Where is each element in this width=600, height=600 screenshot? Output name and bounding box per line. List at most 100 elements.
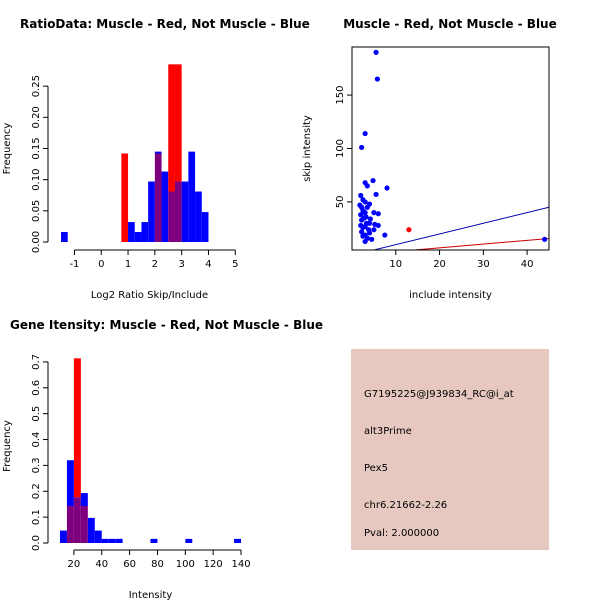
- bar-not-muscle: [185, 538, 193, 543]
- bar-not-muscle: [154, 151, 162, 154]
- bar-muscle: [174, 64, 182, 182]
- point-not-muscle: [542, 236, 548, 242]
- y-tick-label: 0.15: [31, 137, 42, 159]
- bar-muscle: [168, 64, 175, 192]
- point-not-muscle: [371, 210, 377, 216]
- point-not-muscle: [373, 191, 379, 198]
- bar-not-muscle: [150, 538, 158, 543]
- bar-not-muscle: [134, 232, 142, 242]
- point-not-muscle: [358, 192, 364, 199]
- plot-box: [351, 46, 550, 251]
- x-tick-label: 120: [204, 559, 223, 570]
- bar-not-muscle: [61, 232, 68, 242]
- point-not-muscle: [359, 229, 365, 235]
- intensity-histogram: Gene Itensity: Muscle - Red, Not Muscle …: [2, 318, 323, 600]
- bar-not-muscle: [87, 517, 95, 543]
- y-tick-label: 0.2: [31, 483, 42, 499]
- bar-not-muscle: [161, 171, 169, 242]
- y-tick-label: 0.4: [31, 432, 42, 448]
- bar-not-muscle: [94, 530, 102, 543]
- y-axis-label: Frequency: [2, 123, 13, 175]
- bar-not-muscle: [66, 460, 74, 507]
- bar-overlap: [154, 153, 162, 242]
- y-tick-label: 0.20: [31, 106, 42, 128]
- point-not-muscle: [375, 222, 381, 229]
- probe-id: G7195225@J939834_RC@i_at: [364, 389, 514, 400]
- chart-title: Gene Itensity: Muscle - Red, Not Muscle …: [10, 318, 323, 332]
- y-tick-label: 0.05: [31, 200, 42, 222]
- y-tick-label: 0.5: [31, 406, 42, 422]
- y-tick-label: 50: [335, 196, 346, 209]
- point-not-muscle: [362, 210, 368, 216]
- x-tick-label: 40: [521, 259, 534, 270]
- y-tick-label: 0.25: [31, 75, 42, 97]
- bar-overlap: [73, 497, 81, 543]
- x-tick-label: 2: [152, 259, 158, 270]
- scatter-plot-area: [357, 49, 549, 250]
- bar-not-muscle: [115, 538, 123, 543]
- point-not-muscle: [382, 232, 388, 238]
- info-panel: G7195225@J939834_RC@i_at alt3Prime Pex5 …: [351, 349, 549, 550]
- event-type: alt3Prime: [364, 426, 412, 437]
- point-not-muscle: [366, 220, 373, 226]
- x-tick-label: 100: [176, 559, 195, 570]
- point-not-muscle: [375, 211, 381, 217]
- reference-line: [371, 206, 549, 250]
- point-not-muscle: [384, 185, 390, 191]
- bar-muscle: [73, 358, 81, 498]
- point-not-muscle: [360, 233, 366, 239]
- x-tick-label: 5: [232, 259, 238, 270]
- x-tick-label: 60: [123, 559, 136, 570]
- point-not-muscle: [358, 212, 364, 218]
- y-tick-label: 0.0: [31, 535, 42, 551]
- bar-not-muscle: [80, 493, 88, 507]
- bar-not-muscle: [181, 181, 189, 242]
- x-tick-label: 0: [98, 259, 104, 270]
- bar-not-muscle: [201, 212, 209, 242]
- bar-not-muscle: [128, 222, 135, 242]
- point-not-muscle: [359, 217, 365, 223]
- point-not-muscle: [371, 227, 377, 233]
- pval: Pval: 2.000000: [364, 528, 439, 539]
- y-tick-label: 100: [335, 139, 346, 158]
- point-not-muscle: [364, 204, 370, 210]
- y-tick-label: 0.6: [31, 380, 42, 396]
- reference-line: [408, 238, 549, 250]
- y-tick-label: 0.00: [31, 231, 42, 253]
- x-tick-label: 10: [389, 259, 402, 270]
- bar-not-muscle: [59, 530, 67, 543]
- x-axis-label: Intensity: [129, 590, 173, 600]
- y-tick-label: 150: [335, 86, 346, 105]
- info-panel-background: [351, 349, 549, 550]
- point-not-muscle: [362, 130, 368, 137]
- y-tick-label: 0.3: [31, 457, 42, 473]
- intensity-scatterplot: Muscle - Red, Not Muscle - Blue 10 20 30 40 5…: [302, 17, 557, 301]
- x-tick-label: 20: [433, 259, 446, 270]
- bar-not-muscle: [141, 222, 149, 242]
- point-not-muscle: [364, 183, 370, 189]
- point-not-muscle: [369, 236, 375, 242]
- gene-symbol: Pex5: [364, 463, 388, 474]
- x-tick-label: 40: [95, 559, 108, 570]
- point-not-muscle: [367, 216, 373, 222]
- bar-not-muscle: [195, 191, 202, 242]
- point-not-muscle: [373, 49, 379, 55]
- point-not-muscle: [366, 230, 373, 236]
- y-axis-label: Frequency: [2, 420, 13, 472]
- y-tick-label: 0.10: [31, 169, 42, 191]
- chart-title: Muscle - Red, Not Muscle - Blue: [343, 17, 557, 31]
- bar-not-muscle: [108, 538, 116, 543]
- bar-overlap: [80, 506, 88, 543]
- x-tick-label: 20: [68, 559, 81, 570]
- bar-overlap: [168, 191, 175, 242]
- x-tick-label: 80: [151, 559, 164, 570]
- x-axis-label: include intensity: [409, 290, 492, 301]
- x-axis-label: Log2 Ratio Skip/Include: [91, 290, 208, 301]
- point-not-muscle: [360, 224, 366, 231]
- chart-title: RatioData: Muscle - Red, Not Muscle - Bl…: [20, 17, 310, 31]
- y-tick-label: 0.1: [31, 509, 42, 525]
- point-not-muscle: [362, 199, 368, 205]
- x-tick-label: 140: [231, 559, 250, 570]
- bar-overlap: [174, 181, 182, 242]
- y-axis-label: skip intensity: [302, 115, 313, 182]
